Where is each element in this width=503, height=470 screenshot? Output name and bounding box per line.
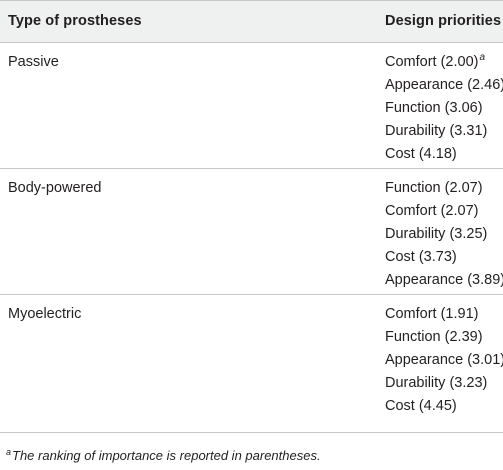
header-type-of-prostheses: Type of prostheses (8, 13, 142, 29)
priority-item: Function (3.06) (385, 100, 483, 116)
table-footnote: aThe ranking of importance is reported i… (6, 446, 321, 463)
footnote-marker: a (479, 52, 486, 64)
table-row-body-powered: Body-powered Function (2.07) Comfort (2.… (0, 169, 503, 295)
footnote-marker: a (6, 446, 12, 457)
priority-item: Cost (4.18) (385, 146, 457, 162)
prosthesis-type: Body-powered (8, 180, 102, 196)
prosthesis-type: Myoelectric (8, 306, 82, 322)
priority-item: Comfort (2.00)a (385, 52, 486, 70)
priority-item: Comfort (1.91) (385, 306, 479, 322)
table-row-passive: Passive Comfort (2.00)a Appearance (2.46… (0, 43, 503, 169)
priority-item: Durability (3.23) (385, 375, 488, 391)
header-design-priorities: Design priorities (385, 13, 502, 29)
prostheses-table: Type of prostheses Design priorities Pas… (0, 0, 503, 433)
prosthesis-type: Passive (8, 54, 59, 70)
priority-item: Appearance (3.01) (385, 352, 503, 368)
table-header: Type of prostheses Design priorities (0, 0, 503, 43)
priority-item: Cost (3.73) (385, 249, 457, 265)
priority-item: Function (2.39) (385, 329, 483, 345)
priority-item: Durability (3.31) (385, 123, 488, 139)
priority-item: Durability (3.25) (385, 226, 488, 242)
priority-item: Appearance (3.89) (385, 272, 503, 288)
priority-item: Function (2.07) (385, 180, 483, 196)
priority-item: Comfort (2.07) (385, 203, 479, 219)
priority-item: Cost (4.45) (385, 398, 457, 414)
footnote-text: The ranking of importance is reported in… (12, 448, 321, 463)
design-priorities-list: Comfort (2.00)a Appearance (2.46) Functi… (385, 52, 503, 169)
design-priorities-list: Comfort (1.91) Function (2.39) Appearanc… (385, 306, 503, 421)
priority-item: Appearance (2.46) (385, 77, 503, 93)
table-row-myoelectric: Myoelectric Comfort (1.91) Function (2.3… (0, 295, 503, 433)
design-priorities-list: Function (2.07) Comfort (2.07) Durabilit… (385, 180, 503, 295)
